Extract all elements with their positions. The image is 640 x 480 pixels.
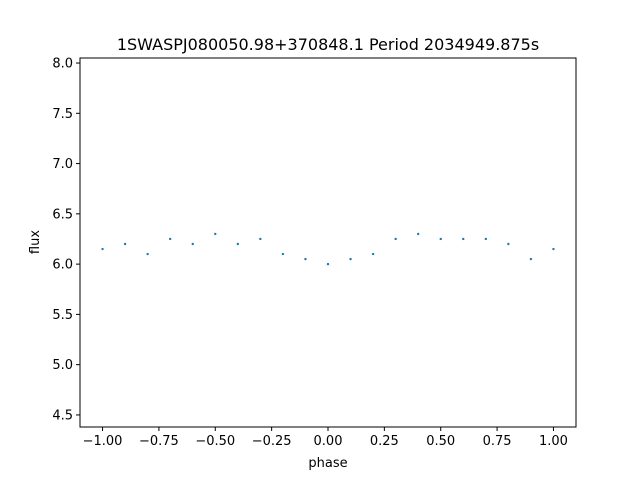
data-point — [101, 247, 104, 251]
data-point — [529, 257, 533, 261]
y-tick-label: 4.5 — [52, 408, 73, 423]
chart-title: 1SWASPJ080050.98+370848.1 Period 2034949… — [117, 35, 539, 54]
y-tick-label: 5.5 — [52, 308, 73, 323]
data-point — [191, 242, 194, 246]
data-point — [371, 252, 375, 256]
data-point — [304, 257, 307, 261]
data-point — [484, 237, 488, 241]
data-point — [507, 242, 510, 246]
data-point — [394, 237, 397, 241]
x-tick-label: 0.75 — [483, 434, 512, 449]
x-tick-label: 0.50 — [426, 434, 455, 449]
y-tick-label: 6.5 — [52, 207, 73, 222]
y-tick-label: 7.5 — [52, 107, 73, 122]
x-tick-label: −0.50 — [195, 434, 235, 449]
y-axis: 4.5 5.0 5.5 6.0 6.5 7.0 7.5 8.0 — [52, 57, 80, 423]
data-point — [326, 262, 330, 266]
data-point — [259, 237, 262, 241]
data-point — [281, 252, 285, 256]
x-tick-label: 0.25 — [370, 434, 399, 449]
data-point — [236, 242, 240, 246]
y-axis-label: flux — [28, 230, 43, 254]
x-axis-label: phase — [308, 456, 347, 471]
y-tick-label: 7.0 — [52, 157, 73, 172]
y-tick-label: 5.0 — [52, 358, 73, 373]
data-point — [168, 237, 172, 241]
y-tick-label: 6.0 — [52, 258, 73, 273]
x-tick-label: 1.00 — [539, 434, 568, 449]
x-tick-label: −0.75 — [139, 434, 179, 449]
data-point — [123, 242, 127, 246]
x-tick-label: 0.00 — [314, 434, 343, 449]
y-tick-label: 8.0 — [52, 57, 73, 72]
scatter-points — [101, 232, 555, 266]
data-point — [552, 247, 555, 251]
x-tick-label: −1.00 — [83, 434, 123, 449]
x-tick-label: −0.25 — [252, 434, 292, 449]
x-axis: −1.00 −0.75 −0.50 −0.25 0.00 0.25 0.50 0.75 1.00 — [83, 427, 568, 449]
data-point — [416, 232, 420, 236]
data-point — [439, 237, 442, 241]
data-point — [349, 257, 352, 261]
data-point — [214, 232, 217, 236]
data-point — [462, 237, 465, 241]
data-point — [146, 252, 149, 256]
